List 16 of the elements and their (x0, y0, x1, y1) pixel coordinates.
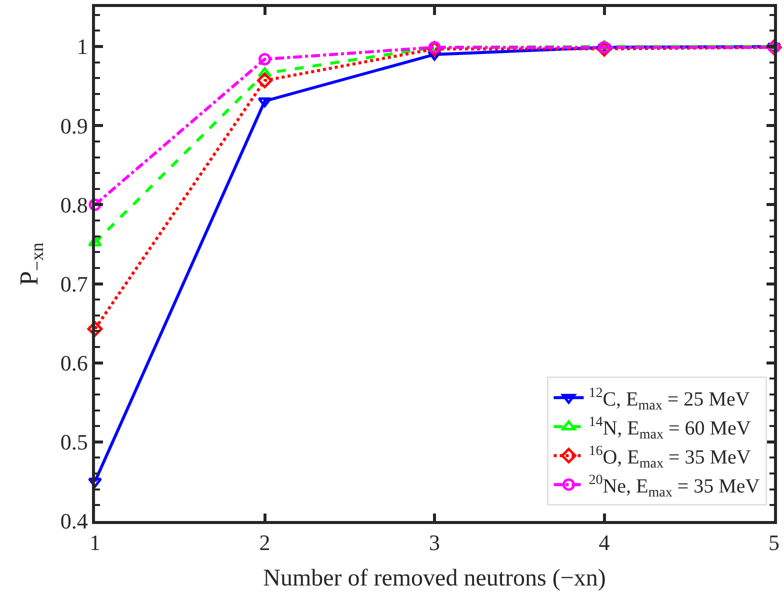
x-tick-label: 3 (429, 530, 440, 556)
legend-label: $^{16}$O, E$_{max}$ = 35 MeV (588, 444, 752, 472)
x-tick-label: 5 (768, 530, 780, 556)
y-tick-label: 0.5 (60, 430, 88, 455)
x-axis-title: Number of removed neutrons (−xn) (263, 565, 606, 592)
x-tick-label: 4 (598, 530, 610, 556)
y-tick-label: 0.8 (60, 192, 88, 218)
legend-label: $^{20}$Ne, E$_{max}$ = 35 MeV (588, 472, 760, 501)
x-tick-label: 2 (259, 530, 270, 556)
y-tick-label: 0.4 (60, 508, 88, 534)
y-tick-label: 0.6 (60, 350, 88, 376)
legend-label: $^{12}$C, E$_{max}$ = 25 MeV (588, 386, 750, 414)
legend-label: $^{14}$N, E$_{max}$ = 60 MeV (588, 414, 752, 443)
y-tick-label: 1 (76, 34, 88, 60)
y-tick-label: 0.7 (60, 271, 88, 296)
y-tick-label: 0.9 (60, 113, 88, 138)
